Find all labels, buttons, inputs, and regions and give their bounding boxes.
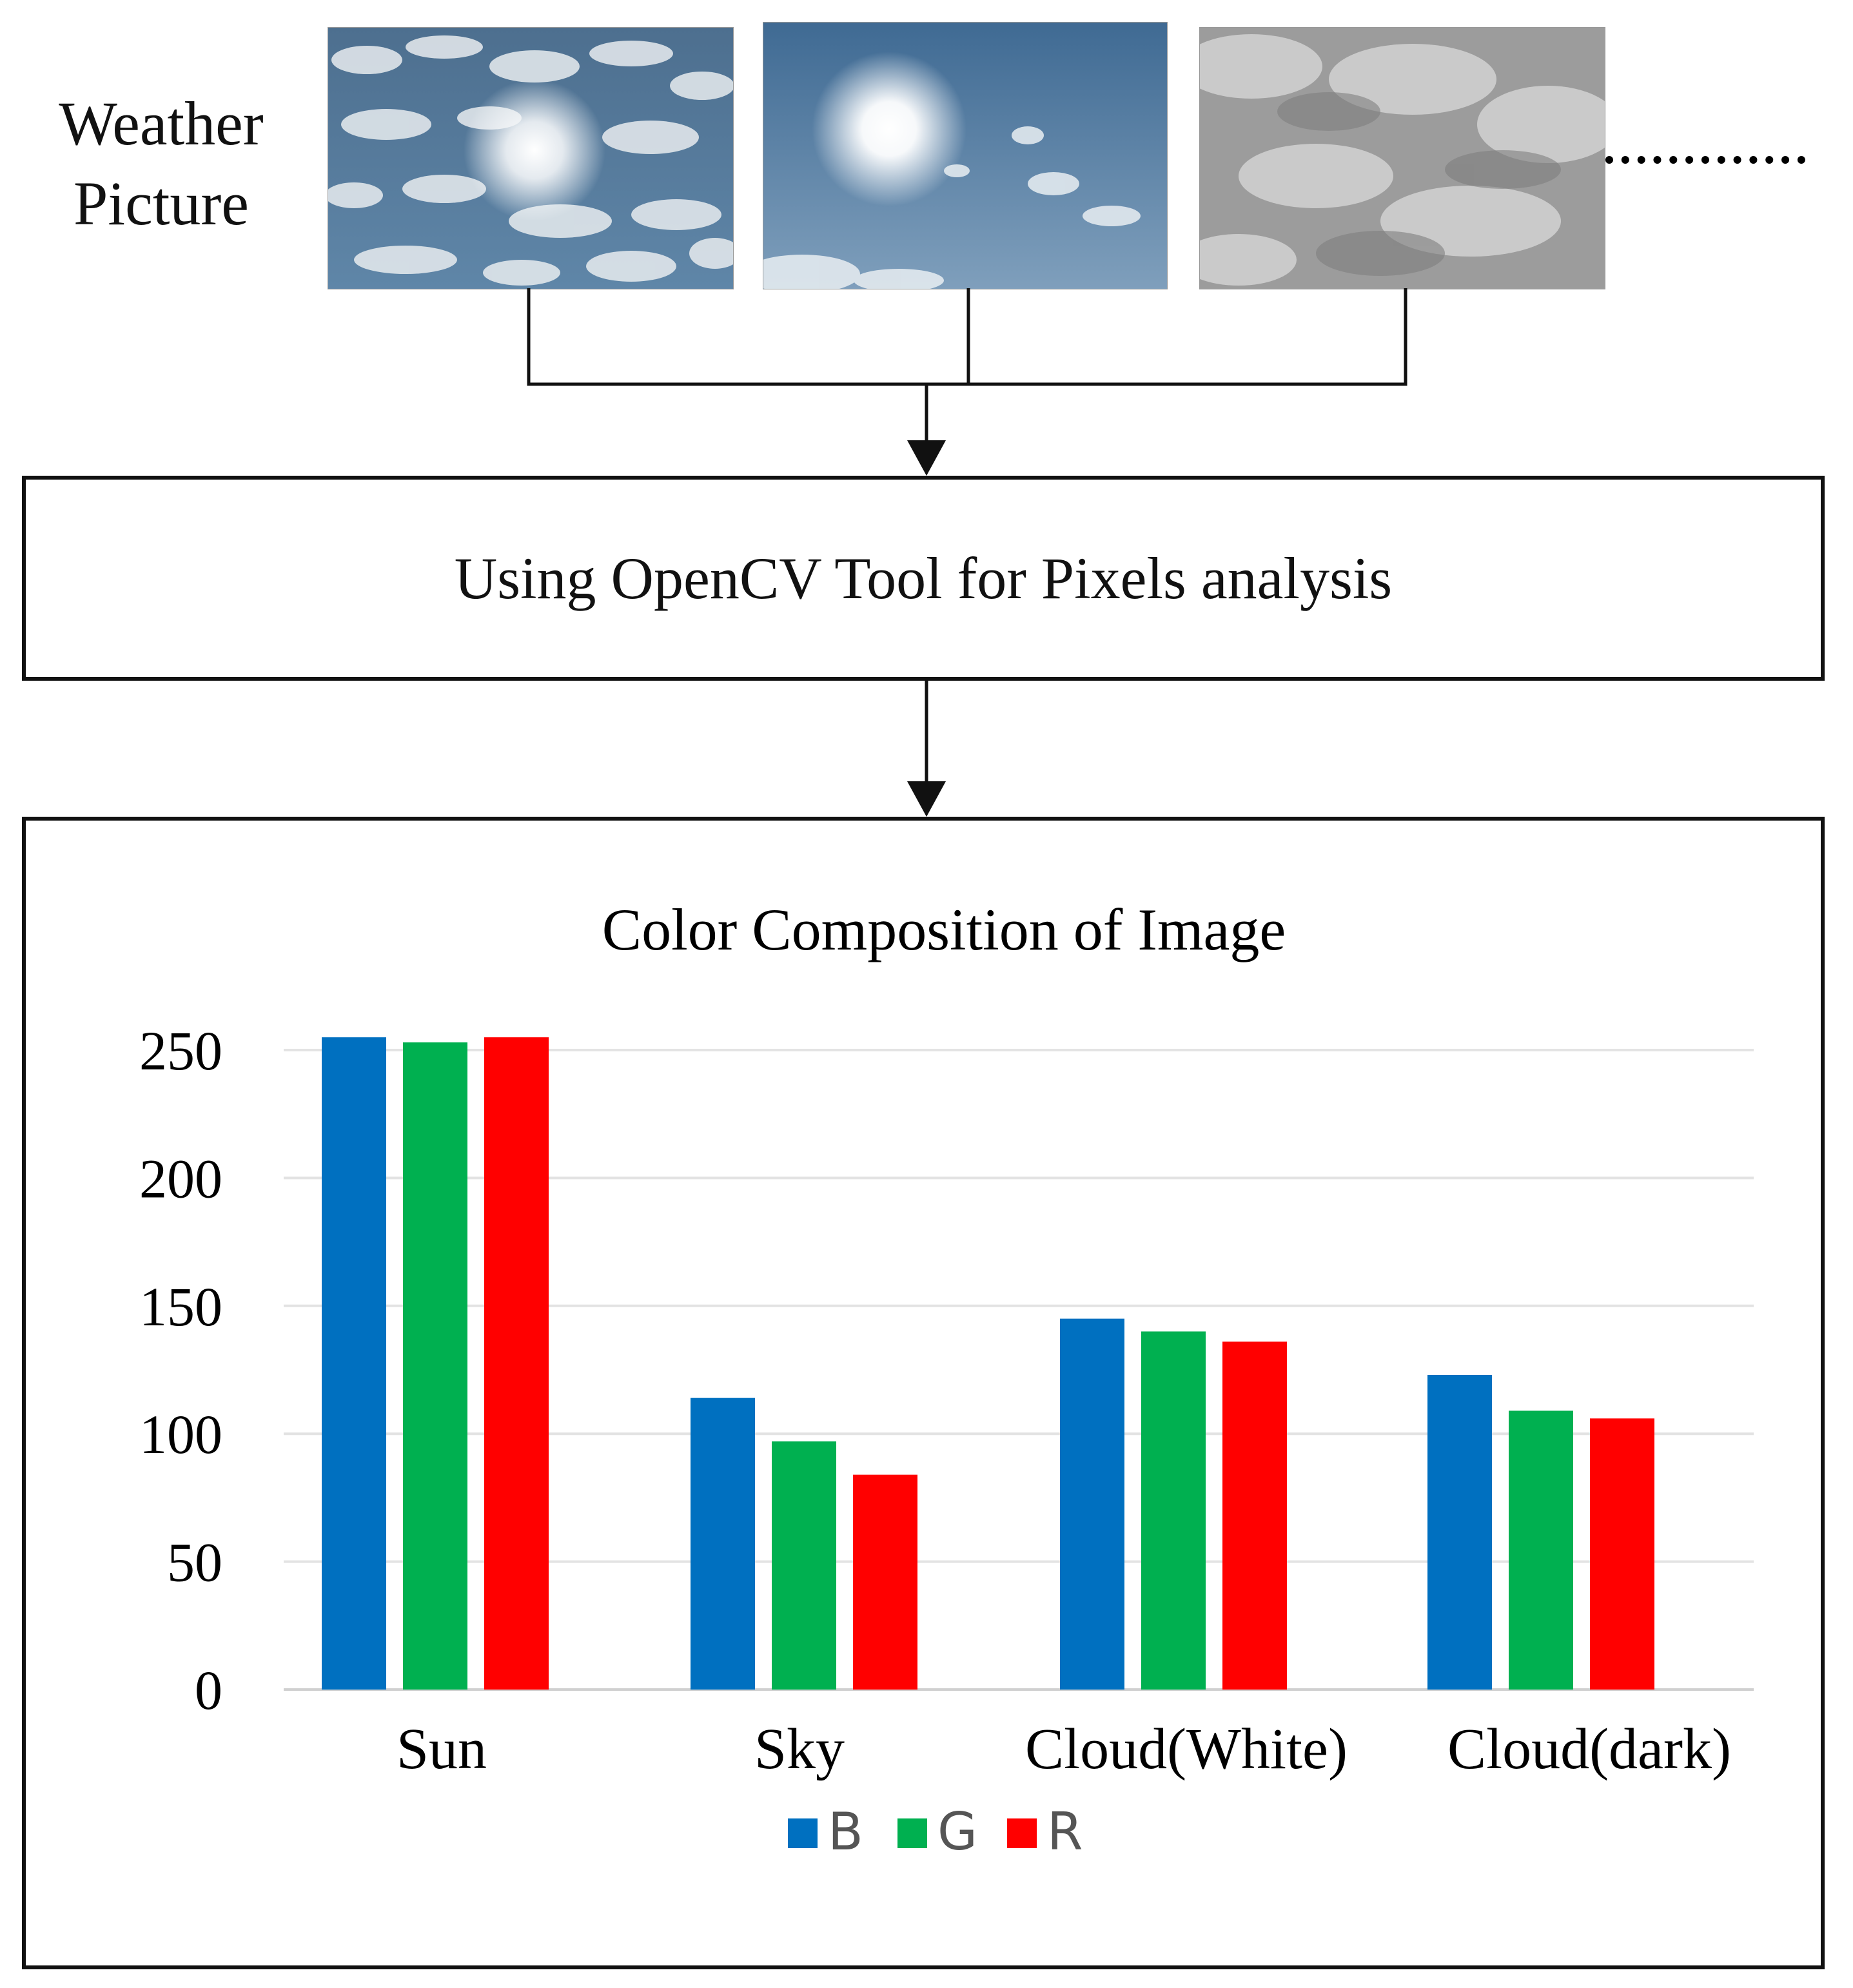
- bar-g-sun: [403, 1042, 467, 1690]
- partly-cloudy-sun-photo: [328, 27, 734, 289]
- process-box: Using OpenCV Tool for Pixels analysis: [22, 476, 1825, 681]
- chart-title: Color Composition of Image: [602, 897, 1286, 962]
- more-pictures-ellipsis: [1605, 147, 1805, 164]
- bar-r-cloud-dark: [1590, 1418, 1654, 1690]
- color-composition-chart: Color Composition of Image 0 50 100 150 200 2…: [139, 897, 1754, 1862]
- legend-label-g: G: [937, 1802, 977, 1862]
- arrow-to-process: [907, 440, 946, 476]
- x-category-label: Sky: [754, 1717, 845, 1781]
- bar-b-sky: [691, 1398, 755, 1690]
- x-category-label: Sun: [397, 1717, 487, 1781]
- legend-label-r: R: [1047, 1802, 1083, 1862]
- chart-panel: Color Composition of Image 0 50 100 150 200 2…: [22, 817, 1825, 1969]
- bar-r-sky: [853, 1474, 917, 1690]
- legend-swatch-r: [1007, 1818, 1037, 1848]
- legend-label-b: B: [828, 1802, 863, 1862]
- x-category-label: Cloud(dark): [1447, 1717, 1731, 1781]
- weather-label-line2: Picture: [74, 169, 249, 238]
- bar-b-sun: [322, 1037, 386, 1690]
- legend-swatch-b: [788, 1818, 818, 1848]
- bar-g-cloud-dark: [1509, 1410, 1573, 1690]
- bar-r-sun: [484, 1037, 549, 1690]
- overcast-clouds-photo: [1199, 27, 1605, 289]
- bar-g-cloud-white: [1141, 1331, 1206, 1690]
- y-tick-label: 150: [139, 1276, 222, 1338]
- bar-r-cloud-white: [1222, 1341, 1287, 1690]
- weather-label-line1: Weather: [59, 89, 264, 158]
- bar-b-cloud-white: [1060, 1318, 1124, 1690]
- bar-g-sky: [772, 1441, 836, 1690]
- clear-sky-sun-photo: [763, 22, 1168, 289]
- y-tick-label: 100: [139, 1403, 222, 1465]
- y-tick-label: 200: [139, 1147, 222, 1209]
- bar-b-cloud-dark: [1427, 1374, 1492, 1690]
- x-category-label: Cloud(White): [1025, 1717, 1348, 1781]
- y-tick-label: 50: [167, 1532, 222, 1593]
- arrow-to-chart: [907, 781, 946, 817]
- y-tick-label: 250: [139, 1020, 222, 1082]
- legend-swatch-g: [897, 1818, 927, 1848]
- weather-picture-label: Weather Picture: [39, 84, 284, 244]
- process-text: Using OpenCV Tool for Pixels analysis: [454, 545, 1393, 611]
- y-tick-label: 0: [195, 1659, 222, 1721]
